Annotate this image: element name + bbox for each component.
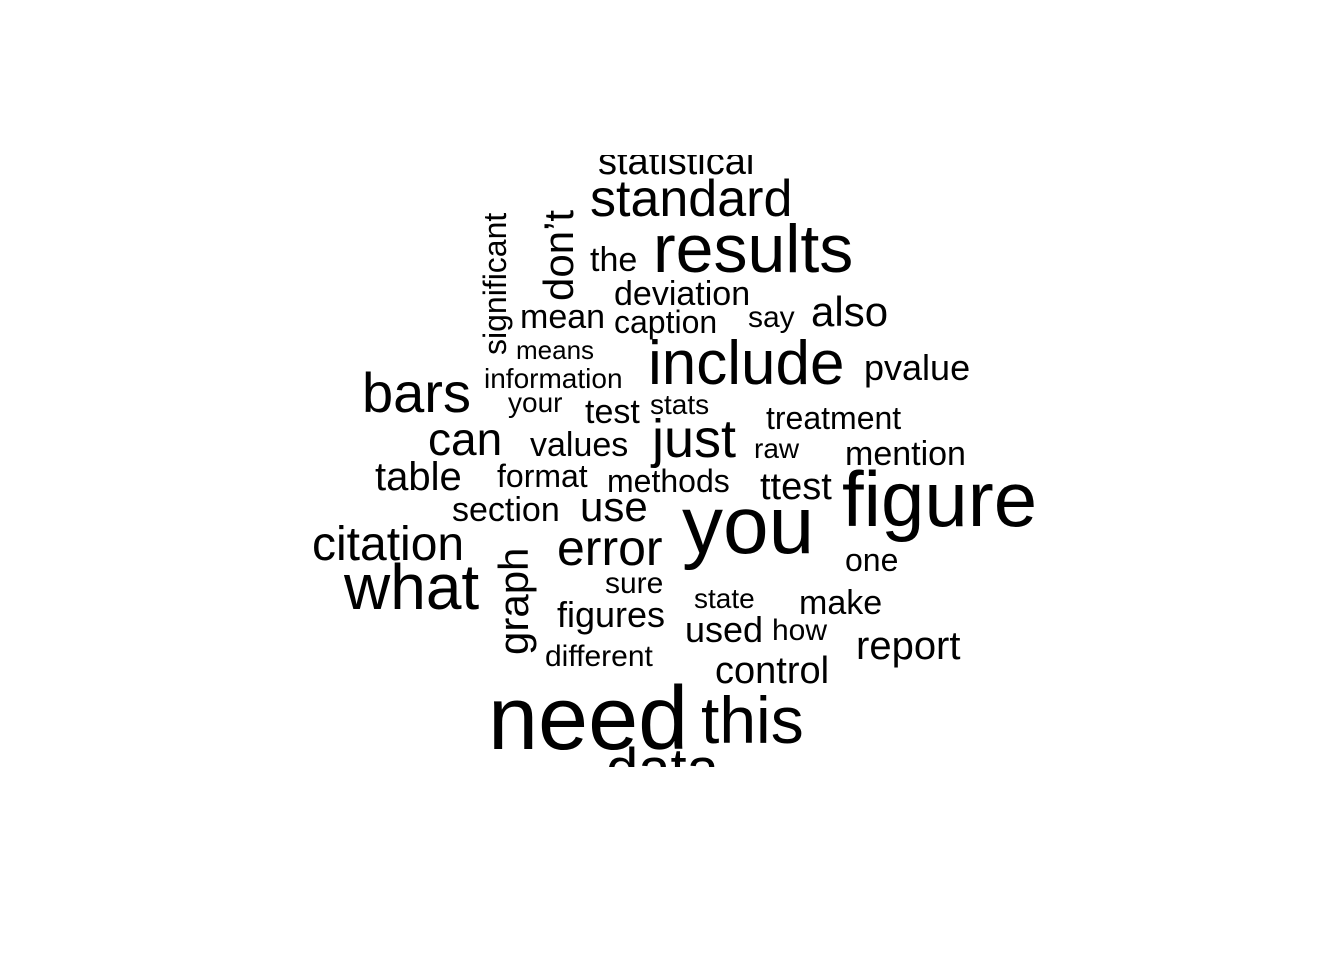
word-figures: figures <box>557 594 666 635</box>
word-just: just <box>652 409 737 469</box>
word-caption: caption <box>614 304 718 340</box>
word-need: need <box>488 669 689 767</box>
word-standard: standard <box>590 170 793 228</box>
word-significant: significant <box>477 212 513 355</box>
word-one: one <box>845 542 899 578</box>
word-report: report <box>856 624 961 668</box>
word-sure: sure <box>605 567 664 600</box>
word-used: used <box>685 609 764 650</box>
word-graph: graph <box>490 547 537 655</box>
word-how: how <box>772 614 828 647</box>
word-pvalue: pvalue <box>864 347 971 388</box>
word-statistical: statistical <box>598 155 755 183</box>
word-deviation: deviation <box>614 275 751 313</box>
word-mean: mean <box>520 298 606 336</box>
word-means: means <box>516 335 595 365</box>
word-dont: don’t <box>535 209 582 301</box>
word-error: error <box>557 520 663 576</box>
word-raw: raw <box>754 433 800 464</box>
word-test: test <box>585 393 640 431</box>
word-make: make <box>799 584 883 622</box>
word-mention: mention <box>845 435 966 473</box>
word-results: results <box>653 211 854 287</box>
word-methods: methods <box>607 463 730 499</box>
word-ttest: ttest <box>760 466 832 508</box>
word-include: include <box>648 329 845 398</box>
word-the: the <box>590 241 638 279</box>
word-figure: figure <box>842 455 1038 543</box>
word-this: this <box>701 683 804 757</box>
word-stats: stats <box>650 389 710 420</box>
word-state: state <box>694 583 755 614</box>
word-treatment: treatment <box>766 400 902 436</box>
word-format: format <box>497 458 588 494</box>
word-your: your <box>508 387 563 418</box>
word-data: data <box>606 741 719 768</box>
word-information: information <box>484 363 623 394</box>
word-what: what <box>344 551 480 623</box>
word-control: control <box>715 650 830 692</box>
word-you: you <box>682 480 815 571</box>
word-table: table <box>375 455 462 499</box>
word-bars: bars <box>362 361 471 424</box>
word-cloud-area: statistical standard significant don’t the re… <box>0 155 1344 767</box>
word-different: different <box>545 640 653 673</box>
word-values: values <box>530 426 629 464</box>
word-also: also <box>811 288 889 335</box>
word-use: use <box>580 483 648 530</box>
word-say: say <box>748 301 795 334</box>
word-section: section <box>452 491 560 529</box>
word-citation: citation <box>312 518 465 571</box>
word-can: can <box>428 413 503 465</box>
